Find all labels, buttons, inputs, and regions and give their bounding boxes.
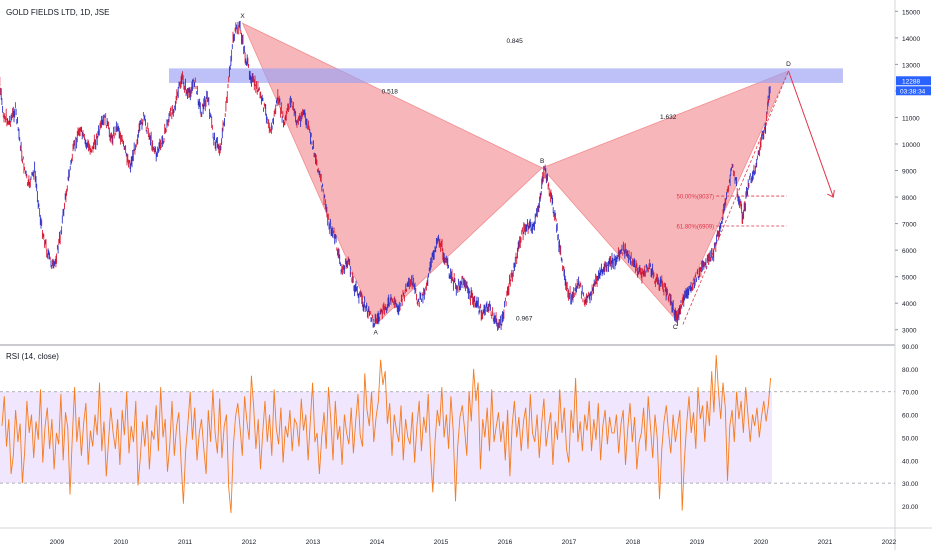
pattern-point-label: X	[240, 13, 245, 20]
time-tick-label: 2018	[626, 539, 641, 546]
chart-title[interactable]: GOLD FIELDS LTD, 1D, JSE	[6, 8, 110, 17]
price-tick-label: 4000	[902, 301, 917, 308]
pattern-annotations: X A B C D 0.845 0.518 1.632 0.967 50.00%(8037) 61.…	[240, 13, 835, 336]
pattern-ratio-label: 1.632	[660, 114, 677, 121]
rsi-title[interactable]: RSI (14, close)	[6, 352, 59, 361]
price-tick-label: 10000	[902, 142, 920, 149]
rsi-band-fill	[0, 391, 772, 484]
pattern-ratio-label: 0.967	[516, 315, 533, 322]
pattern-point-label: D	[786, 61, 791, 68]
rsi-tick-label: 40.00	[902, 458, 919, 465]
last-price-badge	[896, 76, 931, 86]
rsi-tick-label: 50.00	[902, 435, 919, 442]
fib-level-label: 50.00%(8037)	[676, 195, 714, 201]
projection-arrow-head	[827, 189, 835, 198]
time-tick-label: 2021	[818, 539, 833, 546]
pattern-point-label: B	[540, 158, 544, 165]
harmonic-pattern[interactable]	[169, 22, 843, 326]
price-tick-label: 3000	[902, 328, 917, 335]
price-tick-label: 7000	[902, 222, 917, 229]
time-tick-label: 2009	[50, 539, 65, 546]
price-tick-label: 14000	[902, 36, 920, 43]
price-tick-label: 6000	[902, 248, 917, 255]
rsi-tick-label: 90.00	[902, 344, 919, 351]
fib-level-label: 61.80%(6909)	[676, 225, 714, 231]
resistance-zone	[169, 68, 843, 83]
time-tick-label: 2015	[434, 539, 449, 546]
price-tick-label: 13000	[902, 62, 920, 69]
price-tick-label: 15000	[902, 9, 920, 16]
rsi-tick-label: 70.00	[902, 390, 919, 397]
rsi-line	[1, 355, 772, 513]
time-tick-label: 2017	[562, 539, 577, 546]
axes: 3000 4000 5000 6000 7000 8000 9000 10000 11000 12…	[50, 9, 931, 546]
price-tick-label: 8000	[902, 195, 917, 202]
rsi-tick-label: 60.00	[902, 413, 919, 420]
pattern-point-label: A	[374, 329, 379, 336]
rsi-pane	[0, 355, 895, 513]
time-tick-label: 2022	[882, 539, 897, 546]
price-tick-label: 11000	[902, 115, 920, 122]
last-price-label: 12288	[902, 78, 920, 85]
countdown-label: 03:38:34	[900, 88, 926, 95]
rsi-tick-label: 30.00	[902, 481, 919, 488]
pattern-xab	[241, 22, 543, 326]
price-tick-label: 9000	[902, 169, 917, 176]
time-tick-label: 2014	[370, 539, 385, 546]
projection-arrow	[788, 70, 834, 198]
countdown-badge	[896, 86, 931, 96]
pattern-ratio-label: 0.518	[382, 89, 399, 96]
pattern-point-label: C	[673, 324, 678, 331]
time-tick-label: 2012	[242, 539, 257, 546]
time-tick-label: 2019	[690, 539, 705, 546]
pattern-bcd	[541, 70, 790, 320]
pattern-ratio-label: 0.845	[506, 38, 523, 45]
time-tick-label: 2011	[178, 539, 192, 546]
time-tick-label: 2016	[498, 539, 513, 546]
price-candles	[0, 20, 771, 331]
rsi-tick-label: 20.00	[902, 504, 919, 511]
price-tick-label: 5000	[902, 275, 917, 282]
time-tick-label: 2010	[114, 539, 129, 546]
time-tick-label: 2020	[754, 539, 769, 546]
rsi-tick-label: 80.00	[902, 367, 919, 374]
cd-trend-line	[682, 70, 789, 325]
time-tick-label: 2013	[306, 539, 321, 546]
